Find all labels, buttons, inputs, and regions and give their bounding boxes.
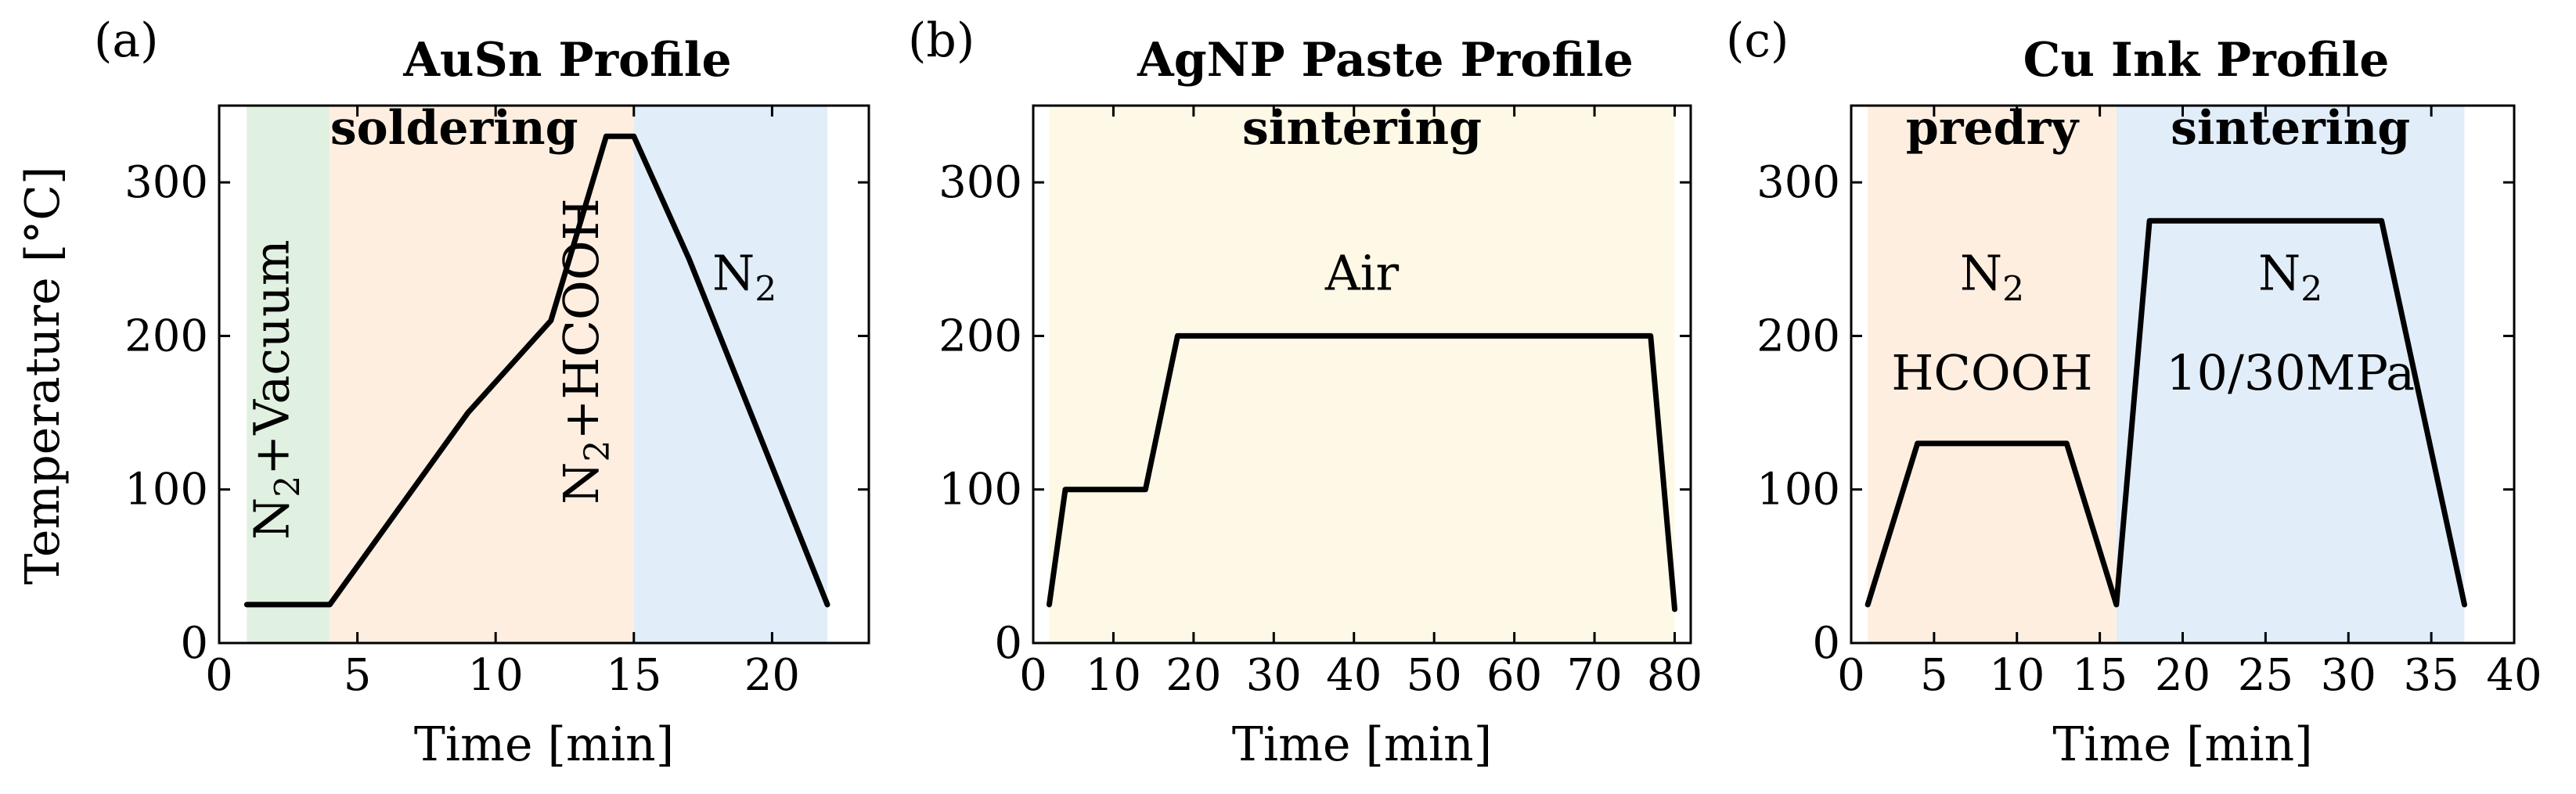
- y-axis-label: Temperature [°C]: [16, 167, 70, 585]
- x-tick-label: 15: [606, 650, 661, 701]
- panel-1: 0 5 10 15 200100200300solderingN2+VacuumN2+H…: [94, 13, 870, 772]
- temperature-profile-line: [1046, 332, 1678, 613]
- panel-2: 0 10 20 30 40 50 60 70 80 0 100 200 300 sintering Air A…: [908, 13, 1702, 772]
- profile-point: [550, 320, 552, 322]
- y-tick-label: 300: [1756, 157, 1840, 208]
- y-tick-label: 200: [1756, 311, 1840, 361]
- x-axis-label: Time [min]: [414, 717, 674, 772]
- annotation-label: N2: [712, 245, 776, 310]
- panel-letter: (a): [94, 13, 159, 68]
- x-tick-label: 20: [1166, 650, 1221, 701]
- profile-point: [827, 604, 828, 605]
- y-tick-label: 300: [124, 157, 208, 208]
- x-tick-label: 30: [2321, 650, 2376, 701]
- region-band-3: [633, 106, 828, 643]
- x-tick-label: 0: [1019, 650, 1047, 701]
- y-tick-label: 300: [939, 157, 1022, 208]
- y-tick-label: 200: [124, 311, 208, 361]
- profile-point: [2463, 604, 2465, 605]
- y-tick-label: 100: [1756, 465, 1840, 516]
- x-tick-label: 50: [1407, 650, 1462, 701]
- panel-letter: (b): [908, 13, 975, 68]
- profile-point: [2116, 604, 2117, 605]
- x-tick-label: 10: [1989, 650, 2045, 701]
- panel-letter: (c): [1726, 13, 1789, 68]
- x-tick-label: 0: [1837, 650, 1865, 701]
- annotation-label: N2: [1960, 245, 2024, 310]
- region-band-2: [330, 106, 634, 643]
- x-tick-label: 40: [2486, 650, 2542, 701]
- annotation-label: predry: [1906, 101, 2080, 156]
- y-tick-label: 0: [994, 618, 1022, 669]
- x-tick-label: 20: [2155, 650, 2210, 701]
- annotation-label: N2+HCOOH: [553, 198, 618, 504]
- x-axis-label: Time [min]: [1232, 717, 1492, 772]
- x-tick-label: 0: [205, 650, 233, 701]
- x-tick-label: 40: [1326, 650, 1382, 701]
- annotation-label: Air: [1324, 245, 1400, 302]
- x-tick-label: 60: [1486, 650, 1542, 701]
- panel-title: AuSn Profile: [402, 33, 731, 88]
- profile-point: [467, 412, 469, 414]
- region-band-2: [2116, 106, 2465, 643]
- x-tick-label: 20: [744, 650, 800, 701]
- annotation-label: soldering: [330, 101, 578, 156]
- profile-point: [1917, 443, 1918, 444]
- x-tick-label: 80: [1647, 650, 1702, 701]
- profile-point: [2066, 443, 2067, 444]
- profile-point: [633, 135, 635, 137]
- annotation-label: sintering: [1242, 101, 1482, 156]
- annotation-label: HCOOH: [1891, 344, 2092, 401]
- region-band-1: [1049, 106, 1675, 643]
- profile-point: [688, 258, 690, 260]
- profile-point: [1048, 604, 1050, 605]
- x-tick-label: 5: [344, 650, 372, 701]
- x-tick-label: 10: [468, 650, 524, 701]
- annotation-label: N2+Vacuum: [243, 239, 308, 540]
- y-tick-label: 100: [939, 465, 1022, 516]
- annotation-label: N2: [2258, 245, 2322, 310]
- panel-3: 0 5 10 15 20 25 30 35 40 0 100 200 300 predry sinterin…: [1726, 13, 2542, 772]
- y-tick-label: 200: [939, 311, 1022, 361]
- region-band-1: [247, 106, 330, 643]
- annotation-label: sintering: [2171, 101, 2410, 156]
- x-tick-label: 30: [1246, 650, 1302, 701]
- y-tick-label: 0: [1812, 618, 1840, 669]
- y-tick-label: 100: [124, 465, 208, 516]
- region-band-1: [1868, 106, 2117, 643]
- profile-point: [605, 135, 607, 137]
- profile-point: [1144, 489, 1146, 490]
- y-tick-label: 0: [180, 618, 208, 669]
- x-tick-label: 25: [2238, 650, 2293, 701]
- annotation-label: 10/30MPa: [2166, 344, 2415, 401]
- x-tick-label: 15: [2072, 650, 2127, 701]
- temperature-profile-line: [243, 133, 830, 608]
- x-tick-label: 70: [1566, 650, 1622, 701]
- panel-title: Cu Ink Profile: [2023, 33, 2390, 88]
- x-tick-label: 5: [1920, 650, 1948, 701]
- x-tick-label: 35: [2403, 650, 2459, 701]
- plot-frame: [1032, 104, 1692, 645]
- x-tick-label: 10: [1086, 650, 1141, 701]
- x-axis-label: Time [min]: [2052, 717, 2312, 772]
- panel-title: AgNP Paste Profile: [1137, 33, 1634, 88]
- plot-frame: [218, 104, 870, 645]
